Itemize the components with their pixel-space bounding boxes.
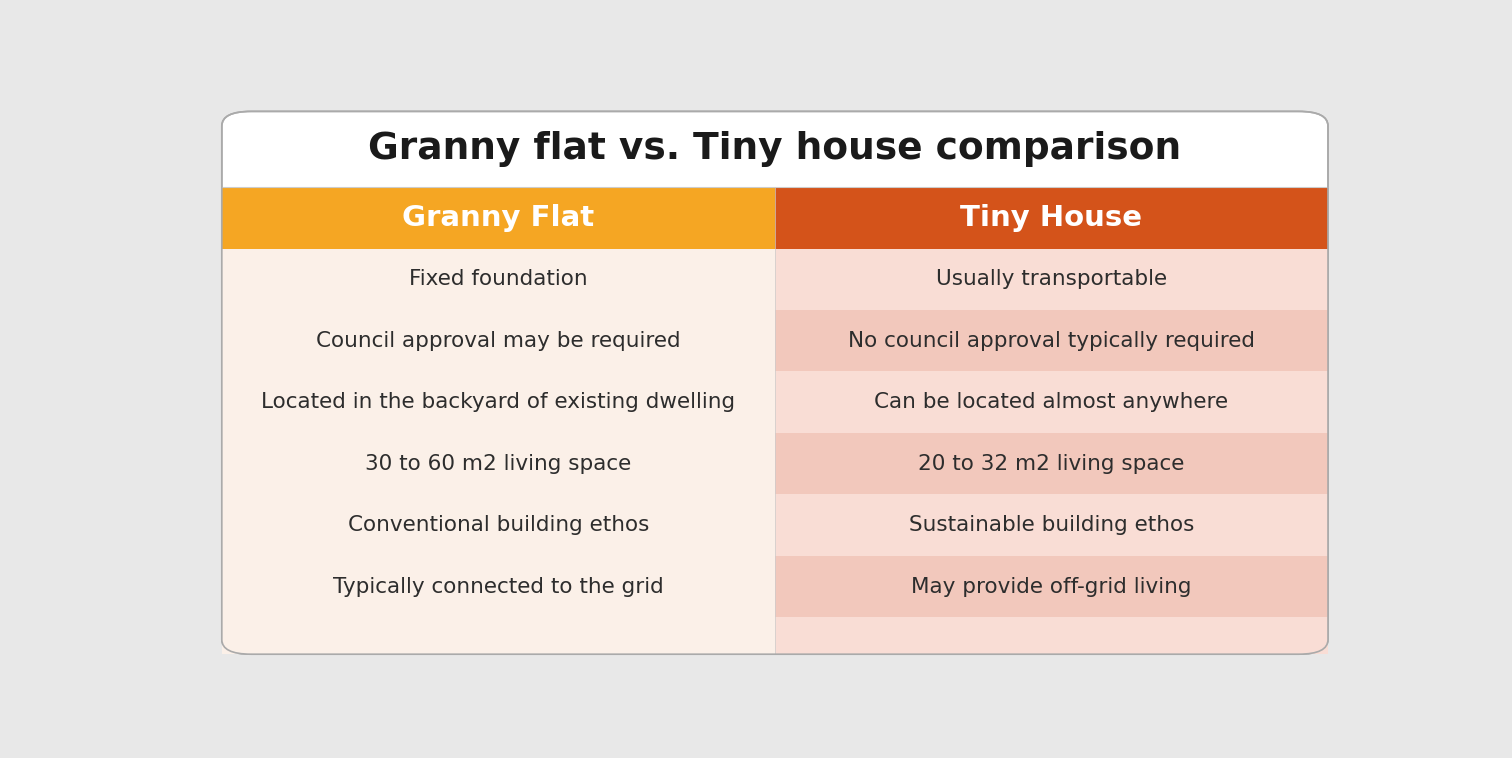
Text: Sustainable building ethos: Sustainable building ethos bbox=[909, 515, 1194, 535]
Bar bbox=[222, 433, 774, 494]
Text: Located in the backyard of existing dwelling: Located in the backyard of existing dwel… bbox=[262, 392, 735, 412]
Bar bbox=[774, 371, 1328, 433]
Bar bbox=[774, 310, 1328, 371]
Text: No council approval typically required: No council approval typically required bbox=[848, 330, 1255, 351]
Text: Granny Flat: Granny Flat bbox=[402, 204, 594, 232]
Bar bbox=[222, 556, 774, 617]
Text: Can be located almost anywhere: Can be located almost anywhere bbox=[874, 392, 1229, 412]
Text: Usually transportable: Usually transportable bbox=[936, 269, 1167, 290]
Text: Fixed foundation: Fixed foundation bbox=[410, 269, 588, 290]
Bar bbox=[774, 556, 1328, 617]
Bar bbox=[222, 249, 774, 310]
FancyBboxPatch shape bbox=[222, 111, 1328, 654]
Text: 20 to 32 m2 living space: 20 to 32 m2 living space bbox=[918, 453, 1184, 474]
Bar bbox=[222, 617, 774, 654]
Bar bbox=[774, 494, 1328, 556]
Bar bbox=[222, 371, 774, 433]
Text: 30 to 60 m2 living space: 30 to 60 m2 living space bbox=[366, 453, 632, 474]
Text: Council approval may be required: Council approval may be required bbox=[316, 330, 680, 351]
Text: May provide off-grid living: May provide off-grid living bbox=[912, 577, 1191, 597]
Bar bbox=[774, 433, 1328, 494]
Bar bbox=[774, 617, 1328, 654]
Bar bbox=[774, 249, 1328, 310]
Text: Granny flat vs. Tiny house comparison: Granny flat vs. Tiny house comparison bbox=[369, 131, 1181, 168]
Bar bbox=[222, 494, 774, 556]
Bar bbox=[222, 310, 774, 371]
Text: Typically connected to the grid: Typically connected to the grid bbox=[333, 577, 664, 597]
Bar bbox=[222, 187, 774, 249]
Text: Conventional building ethos: Conventional building ethos bbox=[348, 515, 649, 535]
Text: Tiny House: Tiny House bbox=[960, 204, 1143, 232]
Bar bbox=[774, 187, 1328, 249]
